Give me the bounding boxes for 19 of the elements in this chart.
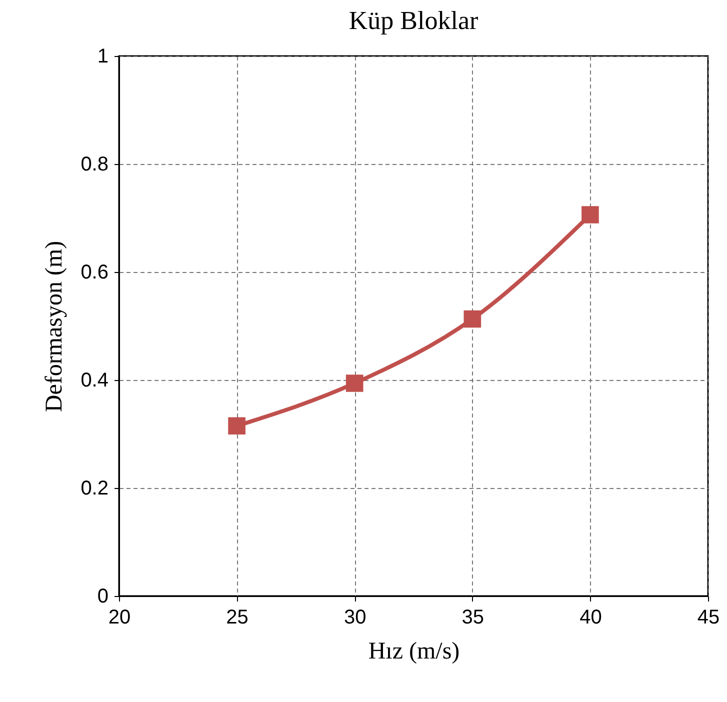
x-tick-label: 35 [462, 606, 484, 628]
x-tick-label: 40 [580, 606, 602, 628]
x-tick-label: 20 [108, 606, 131, 628]
point [346, 374, 364, 392]
y-tick-label: 0.8 [80, 154, 108, 176]
x-tick-label: 25 [226, 606, 248, 628]
x-tick-label: 30 [344, 606, 366, 628]
point [464, 310, 482, 328]
y-tick-label: 1 [97, 46, 108, 68]
y-tick-label: 0.4 [80, 370, 108, 392]
chart-title: Küp Bloklar [348, 6, 478, 35]
point [228, 417, 246, 435]
y-axis-title: Deformasyon (m) [42, 240, 68, 412]
y-tick-label: 0.6 [80, 262, 108, 284]
point [582, 206, 599, 224]
x-axis-title: Hız (m/s) [368, 638, 460, 664]
y-tick-label: 0.2 [80, 478, 108, 500]
x-tick-label: 45 [697, 606, 720, 628]
y-tick-label: 0 [97, 586, 108, 608]
